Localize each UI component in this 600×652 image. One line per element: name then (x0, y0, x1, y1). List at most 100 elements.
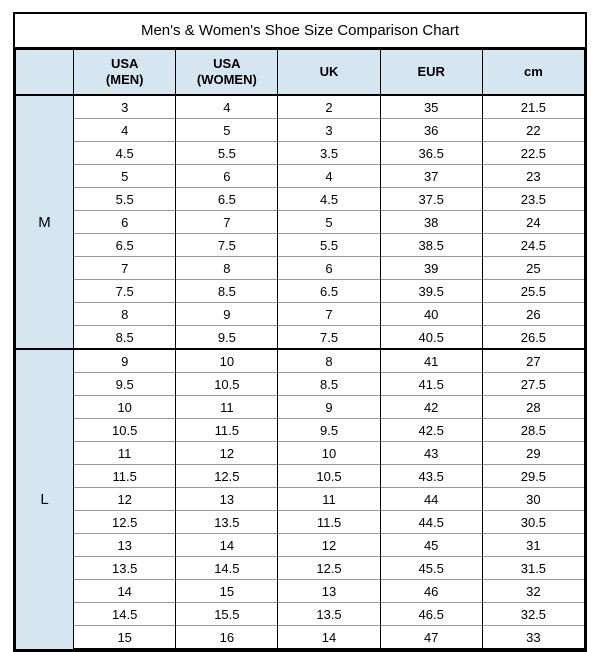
column-header: EUR (380, 50, 482, 96)
table-row: 4.55.53.536.522.5 (16, 142, 585, 165)
size-cell: 11 (176, 396, 278, 419)
size-cell: 27 (482, 349, 584, 373)
size-cell: 31.5 (482, 557, 584, 580)
size-cell: 10.5 (278, 465, 380, 488)
size-cell: 46.5 (380, 603, 482, 626)
size-cell: 8 (74, 303, 176, 326)
size-cell: 8.5 (74, 326, 176, 350)
size-cell: 25.5 (482, 280, 584, 303)
size-cell: 12.5 (74, 511, 176, 534)
size-cell: 7 (74, 257, 176, 280)
table-row: 10.511.59.542.528.5 (16, 419, 585, 442)
size-cell: 4 (278, 165, 380, 188)
group-label: L (16, 349, 74, 649)
size-cell: 7 (278, 303, 380, 326)
size-cell: 42 (380, 396, 482, 419)
size-cell: 5 (176, 119, 278, 142)
size-cell: 12 (74, 488, 176, 511)
size-cell: 11 (278, 488, 380, 511)
size-cell: 7.5 (74, 280, 176, 303)
size-cell: 10.5 (74, 419, 176, 442)
size-cell: 10 (74, 396, 176, 419)
size-cell: 13.5 (176, 511, 278, 534)
size-cell: 23.5 (482, 188, 584, 211)
size-cell: 9 (176, 303, 278, 326)
size-cell: 14.5 (176, 557, 278, 580)
size-cell: 26.5 (482, 326, 584, 350)
size-cell: 13 (176, 488, 278, 511)
size-cell: 26 (482, 303, 584, 326)
size-cell: 3.5 (278, 142, 380, 165)
size-cell: 21.5 (482, 95, 584, 119)
size-cell: 37.5 (380, 188, 482, 211)
header-row: USA(MEN)USA(WOMEN)UKEURcm (16, 50, 585, 96)
size-cell: 12 (176, 442, 278, 465)
size-cell: 38.5 (380, 234, 482, 257)
size-cell: 5.5 (278, 234, 380, 257)
table-row: 5643723 (16, 165, 585, 188)
size-cell: 6 (278, 257, 380, 280)
size-cell: 5 (74, 165, 176, 188)
size-cell: 15 (74, 626, 176, 650)
size-cell: 35 (380, 95, 482, 119)
size-cell: 13.5 (74, 557, 176, 580)
size-cell: 44.5 (380, 511, 482, 534)
size-cell: 14 (278, 626, 380, 650)
table-row: 1516144733 (16, 626, 585, 650)
size-cell: 15.5 (176, 603, 278, 626)
size-cell: 31 (482, 534, 584, 557)
size-cell: 8.5 (176, 280, 278, 303)
size-cell: 4.5 (278, 188, 380, 211)
size-cell: 46 (380, 580, 482, 603)
table-row: 1112104329 (16, 442, 585, 465)
size-cell: 13 (74, 534, 176, 557)
size-cell: 30.5 (482, 511, 584, 534)
table-body: M3423521.545336224.55.53.536.522.5564372… (16, 95, 585, 649)
size-cell: 44 (380, 488, 482, 511)
table-row: 1213114430 (16, 488, 585, 511)
size-cell: 40.5 (380, 326, 482, 350)
chart-title: Men's & Women's Shoe Size Comparison Cha… (15, 14, 585, 49)
size-cell: 28.5 (482, 419, 584, 442)
table-row: 12.513.511.544.530.5 (16, 511, 585, 534)
size-cell: 42.5 (380, 419, 482, 442)
table-row: 13.514.512.545.531.5 (16, 557, 585, 580)
size-cell: 9.5 (278, 419, 380, 442)
size-cell: 9 (74, 349, 176, 373)
column-header: UK (278, 50, 380, 96)
size-cell: 40 (380, 303, 482, 326)
size-cell: 5.5 (176, 142, 278, 165)
size-cell: 32 (482, 580, 584, 603)
size-cell: 12 (278, 534, 380, 557)
column-header: USA(MEN) (74, 50, 176, 96)
size-cell: 36.5 (380, 142, 482, 165)
size-cell: 39.5 (380, 280, 482, 303)
size-cell: 14 (74, 580, 176, 603)
size-cell: 8 (176, 257, 278, 280)
size-cell: 36 (380, 119, 482, 142)
size-cell: 9 (278, 396, 380, 419)
size-cell: 29 (482, 442, 584, 465)
table-row: 7.58.56.539.525.5 (16, 280, 585, 303)
size-cell: 29.5 (482, 465, 584, 488)
size-cell: 23 (482, 165, 584, 188)
size-cell: 4 (176, 95, 278, 119)
table-row: 9.510.58.541.527.5 (16, 373, 585, 396)
size-cell: 7 (176, 211, 278, 234)
table-row: 6.57.55.538.524.5 (16, 234, 585, 257)
size-cell: 5 (278, 211, 380, 234)
group-label: M (16, 95, 74, 349)
size-cell: 9.5 (74, 373, 176, 396)
table-row: 1415134632 (16, 580, 585, 603)
size-cell: 6.5 (278, 280, 380, 303)
size-cell: 10 (176, 349, 278, 373)
size-cell: 22.5 (482, 142, 584, 165)
size-cell: 25 (482, 257, 584, 280)
size-cell: 16 (176, 626, 278, 650)
size-cell: 6 (74, 211, 176, 234)
size-cell: 11.5 (176, 419, 278, 442)
size-cell: 7.5 (278, 326, 380, 350)
size-cell: 41 (380, 349, 482, 373)
table-row: 1314124531 (16, 534, 585, 557)
size-cell: 8 (278, 349, 380, 373)
